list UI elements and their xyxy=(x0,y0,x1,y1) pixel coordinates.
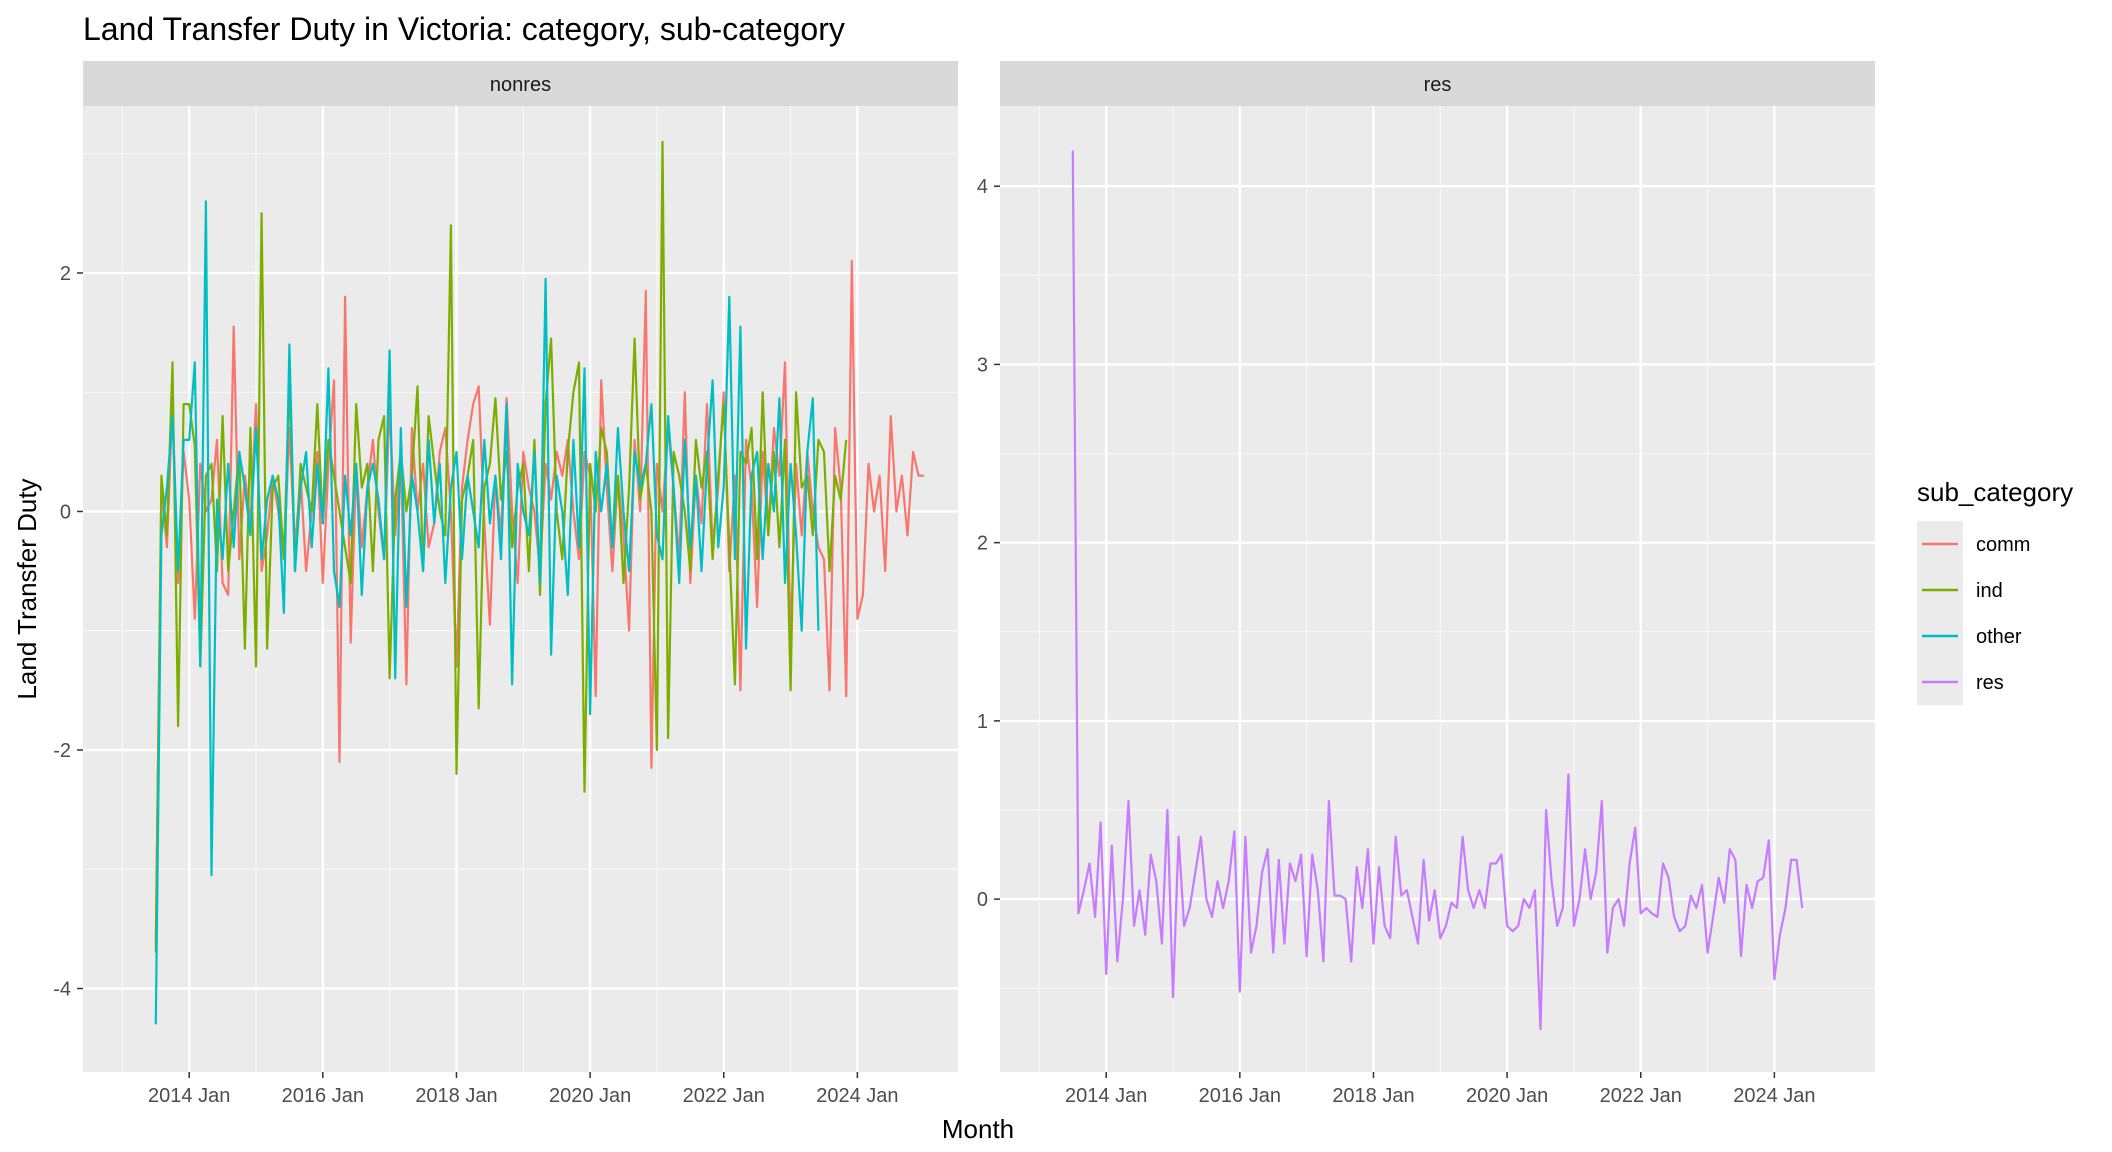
x-tick-label: 2024 Jan xyxy=(816,1085,898,1107)
y-tick-label: 0 xyxy=(977,889,988,911)
series-line-other xyxy=(154,200,820,1025)
panel-strip-label-res: res xyxy=(1424,74,1452,96)
x-axis-res: 2014 Jan 2016 Jan 2018 Jan 2020 Jan 2022 Jan… xyxy=(1065,1072,1816,1107)
x-tick-label: 2018 Jan xyxy=(1332,1085,1414,1107)
chart-title: Land Transfer Duty in Victoria: category… xyxy=(83,11,845,47)
legend-title: sub_category xyxy=(1917,477,2073,507)
series-layer-nonres xyxy=(154,140,925,1025)
panel-strip-nonres xyxy=(83,61,958,106)
x-tick-label: 2014 Jan xyxy=(148,1085,230,1107)
panel-res: res 0 1 2 3 4 2014 Jan 2016 Jan 2018 Jan 2020 J… xyxy=(977,61,1875,1107)
panel-strip-res xyxy=(1000,61,1875,106)
x-tick-label: 2020 Jan xyxy=(1466,1085,1548,1107)
y-axis-nonres: -4 -2 0 2 xyxy=(53,263,83,1001)
legend-items: comm ind other res xyxy=(1917,521,2030,705)
series-line-res xyxy=(1071,150,1804,1031)
y-tick-label: 3 xyxy=(977,354,988,376)
x-tick-label: 2022 Jan xyxy=(1600,1085,1682,1107)
x-tick-label: 2014 Jan xyxy=(1065,1085,1147,1107)
x-tick-label: 2022 Jan xyxy=(683,1085,765,1107)
y-axis-title: Land Transfer Duty xyxy=(12,478,42,699)
legend: sub_category comm ind other res xyxy=(1917,477,2073,705)
x-tick-label: 2016 Jan xyxy=(1199,1085,1281,1107)
y-tick-label: 1 xyxy=(977,711,988,733)
y-tick-label: -2 xyxy=(53,740,71,762)
y-tick-label: 4 xyxy=(977,176,988,198)
legend-label-ind: ind xyxy=(1976,580,2003,602)
y-tick-label: 0 xyxy=(60,501,71,523)
x-axis-title: Month xyxy=(942,1114,1014,1144)
x-tick-label: 2018 Jan xyxy=(415,1085,497,1107)
series-layer-res xyxy=(1071,150,1804,1031)
panel-strip-label-nonres: nonres xyxy=(490,74,551,96)
panel-nonres: nonres -4-202 2014 Jan 2016 Jan 2018 Jan 20… xyxy=(53,61,958,1107)
x-axis-nonres: 2014 Jan 2016 Jan 2018 Jan 2020 Jan 2022 Jan… xyxy=(148,1072,899,1107)
legend-label-other: other xyxy=(1976,626,2022,648)
y-tick-label: 2 xyxy=(977,533,988,555)
x-tick-label: 2016 Jan xyxy=(282,1085,364,1107)
y-tick-label: -4 xyxy=(53,979,71,1001)
y-tick-label: 2 xyxy=(60,263,71,285)
y-axis-res: 0 1 2 3 4 xyxy=(977,176,1000,911)
series-line-ind xyxy=(154,140,848,953)
x-tick-label: 2020 Jan xyxy=(549,1085,631,1107)
x-tick-label: 2024 Jan xyxy=(1733,1085,1815,1107)
major-gridlines-res xyxy=(1000,106,1875,1072)
panel-background-nonres xyxy=(83,106,958,1072)
minor-gridlines-nonres xyxy=(83,106,958,1072)
legend-label-res: res xyxy=(1976,672,2004,694)
legend-label-comm: comm xyxy=(1976,534,2030,556)
